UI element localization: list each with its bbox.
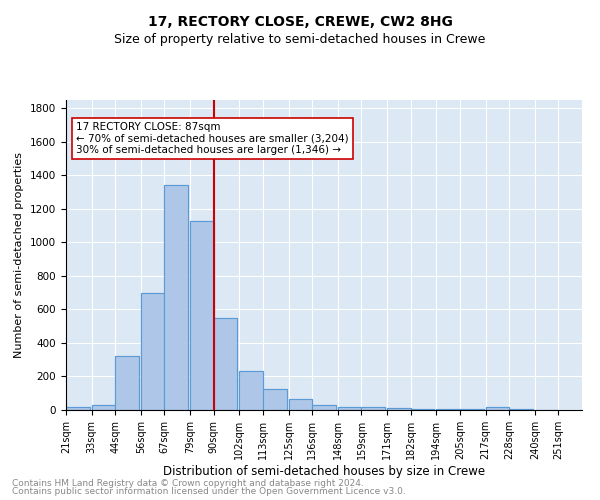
Bar (312, 405, 336, 410)
Bar (115, 356, 139, 410)
Bar (141, 292, 164, 410)
Bar (164, 186, 188, 410)
Bar (66, 408, 89, 410)
Bar (214, 318, 237, 410)
Bar (338, 406, 361, 410)
Bar (485, 408, 509, 410)
Bar (239, 370, 263, 410)
Bar (361, 408, 385, 410)
Bar (387, 408, 411, 410)
Bar (164, 186, 188, 410)
Bar (338, 406, 361, 410)
Bar (115, 356, 139, 410)
X-axis label: Distribution of semi-detached houses by size in Crewe: Distribution of semi-detached houses by … (163, 464, 485, 477)
Bar (66, 408, 89, 410)
Text: Contains public sector information licensed under the Open Government Licence v3: Contains public sector information licen… (12, 487, 406, 496)
Bar (92, 405, 115, 410)
Bar (387, 408, 411, 410)
Bar (436, 409, 460, 410)
Bar (411, 408, 434, 410)
Bar (436, 409, 460, 410)
Bar (239, 370, 263, 410)
Text: 17 RECTORY CLOSE: 87sqm
← 70% of semi-detached houses are smaller (3,204)
30% of: 17 RECTORY CLOSE: 87sqm ← 70% of semi-de… (76, 122, 349, 155)
Bar (312, 405, 336, 410)
Text: 17, RECTORY CLOSE, CREWE, CW2 8HG: 17, RECTORY CLOSE, CREWE, CW2 8HG (148, 15, 452, 29)
Y-axis label: Number of semi-detached properties: Number of semi-detached properties (14, 152, 25, 358)
Bar (361, 408, 385, 410)
Text: Size of property relative to semi-detached houses in Crewe: Size of property relative to semi-detach… (115, 32, 485, 46)
Bar (263, 389, 287, 410)
Bar (190, 220, 214, 410)
Bar (289, 399, 312, 410)
Bar (411, 408, 434, 410)
Bar (289, 399, 312, 410)
Bar (141, 292, 164, 410)
Bar (263, 389, 287, 410)
Bar (92, 405, 115, 410)
Bar (460, 409, 484, 410)
Bar (214, 318, 237, 410)
Bar (460, 409, 484, 410)
Bar (485, 408, 509, 410)
Bar (190, 220, 214, 410)
Text: Contains HM Land Registry data © Crown copyright and database right 2024.: Contains HM Land Registry data © Crown c… (12, 478, 364, 488)
